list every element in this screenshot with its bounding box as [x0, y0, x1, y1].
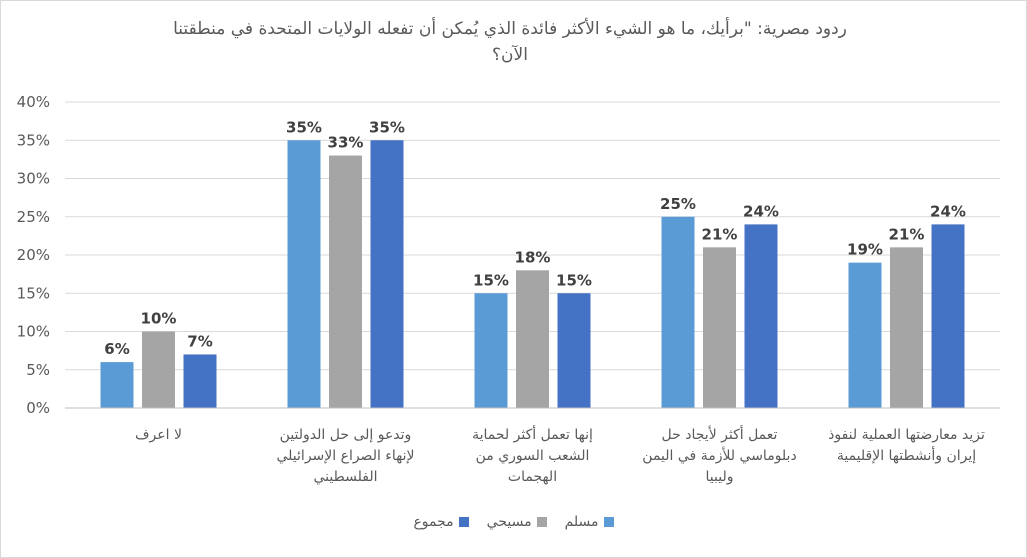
- legend-item: مسيحي: [487, 514, 547, 530]
- chart-title: ردود مصرية: "برأيك، ما هو الشيء الأكثر ف…: [60, 16, 960, 68]
- bar: [142, 331, 175, 408]
- category-label: تزيد معارضتها العملية لنفوذ: [828, 427, 985, 443]
- bar: [744, 224, 778, 408]
- category-label: إنها تعمل أكثر لحماية: [472, 425, 593, 443]
- y-tick-label: 25%: [17, 208, 50, 226]
- bar: [890, 247, 923, 408]
- y-tick-label: 0%: [26, 399, 50, 417]
- data-label: 7%: [187, 332, 212, 350]
- category-label: دبلوماسي للأزمة في اليمن: [642, 446, 796, 464]
- data-label: 15%: [473, 271, 509, 289]
- category-label: وتدعو إلى حل الدولتين: [280, 427, 412, 443]
- bar: [287, 140, 321, 408]
- bar: [703, 247, 736, 408]
- data-label: 24%: [743, 202, 779, 220]
- bar: [931, 224, 965, 408]
- bar: [329, 155, 362, 408]
- chart-title-line-1: ردود مصرية: "برأيك، ما هو الشيء الأكثر ف…: [173, 19, 847, 39]
- data-label: 15%: [556, 271, 592, 289]
- legend-swatch: [603, 517, 614, 527]
- category-label: إيران وأنشطتها الإقليمية: [837, 446, 976, 464]
- y-tick-label: 10%: [17, 323, 50, 341]
- legend-swatch: [536, 517, 547, 527]
- data-label: 19%: [847, 241, 883, 259]
- category-label: الشعب السوري من: [476, 448, 590, 464]
- legend-swatch: [458, 517, 469, 527]
- legend-item: مجموع: [413, 514, 469, 530]
- data-label: 18%: [515, 248, 551, 266]
- legend: مسلم مسيحي مجموع: [0, 514, 1027, 530]
- y-tick-label: 30%: [17, 170, 50, 188]
- y-tick-label: 40%: [17, 93, 50, 111]
- legend-item: مسلم: [565, 514, 614, 530]
- category-label: لإنهاء الصراع الإسرائيلي: [277, 448, 415, 464]
- data-label: 21%: [702, 225, 738, 243]
- category-label: تعمل أكثر لأيجاد حل: [662, 425, 778, 443]
- category-label: الهجمات: [508, 469, 557, 485]
- data-label: 21%: [889, 225, 925, 243]
- y-tick-label: 5%: [26, 361, 50, 379]
- legend-label: مجموع: [413, 514, 454, 530]
- data-label: 33%: [328, 134, 364, 152]
- data-label: 10%: [141, 310, 177, 328]
- chart-title-line-2: الآن؟: [492, 45, 528, 65]
- category-label: وليبيا: [706, 469, 734, 485]
- legend-label: مسلم: [564, 514, 599, 530]
- data-label: 35%: [286, 118, 322, 136]
- category-label: لا اعرف: [135, 427, 182, 443]
- bar: [661, 216, 695, 408]
- y-tick-label: 20%: [17, 246, 50, 264]
- bar: [557, 293, 591, 408]
- bar: [370, 140, 404, 408]
- bar: [100, 362, 134, 408]
- data-label: 6%: [104, 340, 129, 358]
- category-label: الفلسطيني: [314, 469, 378, 485]
- legend-label: مسيحي: [486, 514, 532, 530]
- y-tick-label: 15%: [17, 284, 50, 302]
- data-label: 25%: [660, 195, 696, 213]
- bar: [183, 354, 217, 408]
- bar: [516, 270, 549, 408]
- data-label: 35%: [369, 118, 405, 136]
- bar: [848, 262, 882, 408]
- bar: [474, 293, 508, 408]
- y-tick-label: 35%: [17, 131, 50, 149]
- data-label: 24%: [930, 202, 966, 220]
